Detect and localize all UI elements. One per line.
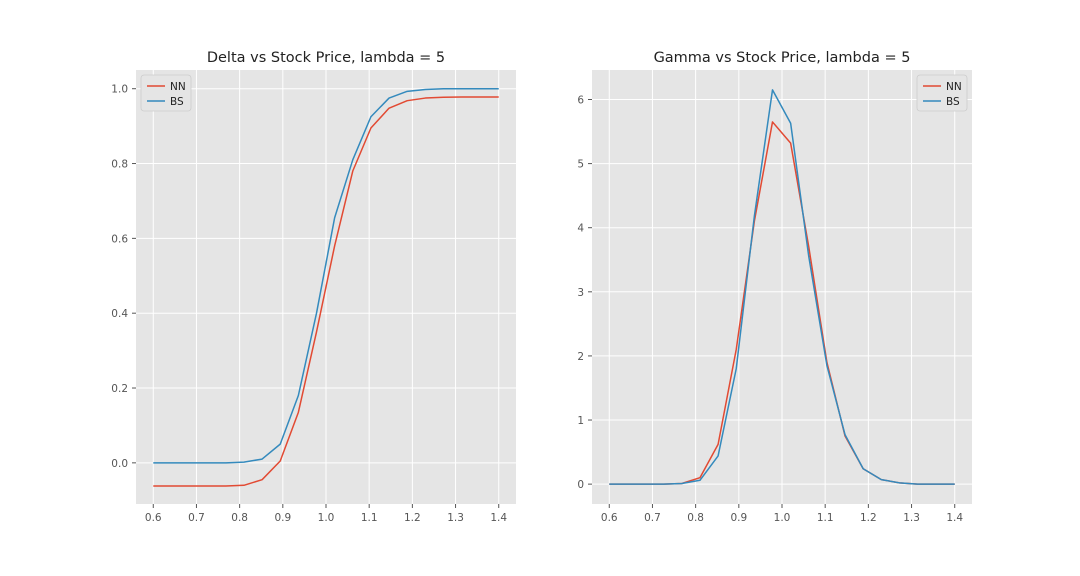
delta-x-tick-label: 0.9 xyxy=(274,512,291,524)
gamma-y-tick-label: 2 xyxy=(577,351,584,363)
gamma-series-bs-line xyxy=(609,89,955,485)
gamma-y-tick-label: 6 xyxy=(577,94,584,106)
delta-series-lines xyxy=(153,87,499,487)
delta-x-tick-label: 0.6 xyxy=(145,512,162,524)
gamma-x-axis: 0.6 0.7 0.8 0.9 1.0 1.1 1.2 1.3 1.4 xyxy=(601,504,963,524)
gamma-y-tick-label: 3 xyxy=(577,287,584,299)
gamma-legend-box xyxy=(916,74,968,112)
gamma-chart: 0.6 0.7 0.8 0.9 1.0 1.1 1.2 1.3 1.4 0 1 2 3 4 5 6 Gamm… xyxy=(577,50,972,524)
delta-x-tick-label: 1.0 xyxy=(318,512,335,524)
gamma-x-tick-label: 1.4 xyxy=(946,512,963,524)
gamma-y-tick-label: 1 xyxy=(577,415,584,427)
delta-x-tick-label: 1.2 xyxy=(404,512,421,524)
delta-x-tick-label: 1.3 xyxy=(447,512,464,524)
gamma-legend: NN BS xyxy=(916,74,968,112)
gamma-x-tick-label: 0.7 xyxy=(644,512,661,524)
gamma-x-tick-label: 1.3 xyxy=(903,512,920,524)
delta-series-nn-line xyxy=(153,96,499,487)
delta-legend-box xyxy=(140,74,192,112)
gamma-chart-title: Gamma vs Stock Price, lambda = 5 xyxy=(654,50,911,66)
gamma-x-tick-label: 1.0 xyxy=(774,512,791,524)
delta-x-tick-label: 0.7 xyxy=(188,512,205,524)
gamma-series-lines xyxy=(609,89,955,485)
delta-series-bs-line xyxy=(153,87,499,464)
gamma-x-tick-label: 1.1 xyxy=(817,512,834,524)
delta-chart-title: Delta vs Stock Price, lambda = 5 xyxy=(207,50,445,66)
gamma-x-tick-label: 0.9 xyxy=(730,512,747,524)
delta-grid xyxy=(136,70,516,504)
delta-x-tick-label: 1.1 xyxy=(361,512,378,524)
delta-y-tick-label: 1.0 xyxy=(111,84,128,96)
gamma-y-axis: 0 1 2 3 4 5 6 xyxy=(577,94,592,491)
delta-y-tick-label: 0.4 xyxy=(111,308,128,320)
delta-y-tick-label: 0.6 xyxy=(111,233,128,245)
delta-y-tick-label: 0.0 xyxy=(111,458,128,470)
gamma-y-tick-label: 5 xyxy=(577,159,584,171)
gamma-y-tick-label: 0 xyxy=(577,479,584,491)
delta-x-axis: 0.6 0.7 0.8 0.9 1.0 1.1 1.2 1.3 1.4 xyxy=(145,504,507,524)
delta-chart: 0.6 0.7 0.8 0.9 1.0 1.1 1.2 1.3 1.4 0.0 0.2 0.4 0.6… xyxy=(111,50,516,524)
delta-legend-label-bs: BS xyxy=(170,96,184,108)
gamma-legend-label-bs: BS xyxy=(946,96,960,108)
delta-y-axis: 0.0 0.2 0.4 0.6 0.8 1.0 xyxy=(111,84,136,470)
gamma-y-tick-label: 4 xyxy=(577,223,584,235)
gamma-x-tick-label: 0.8 xyxy=(687,512,704,524)
delta-y-tick-label: 0.2 xyxy=(111,383,128,395)
gamma-x-tick-label: 0.6 xyxy=(601,512,618,524)
gamma-legend-label-nn: NN xyxy=(946,81,962,93)
delta-y-tick-label: 0.8 xyxy=(111,159,128,171)
delta-legend: NN BS xyxy=(140,74,192,112)
delta-legend-label-nn: NN xyxy=(170,81,186,93)
gamma-x-tick-label: 1.2 xyxy=(860,512,877,524)
delta-x-tick-label: 0.8 xyxy=(231,512,248,524)
delta-x-tick-label: 1.4 xyxy=(490,512,507,524)
